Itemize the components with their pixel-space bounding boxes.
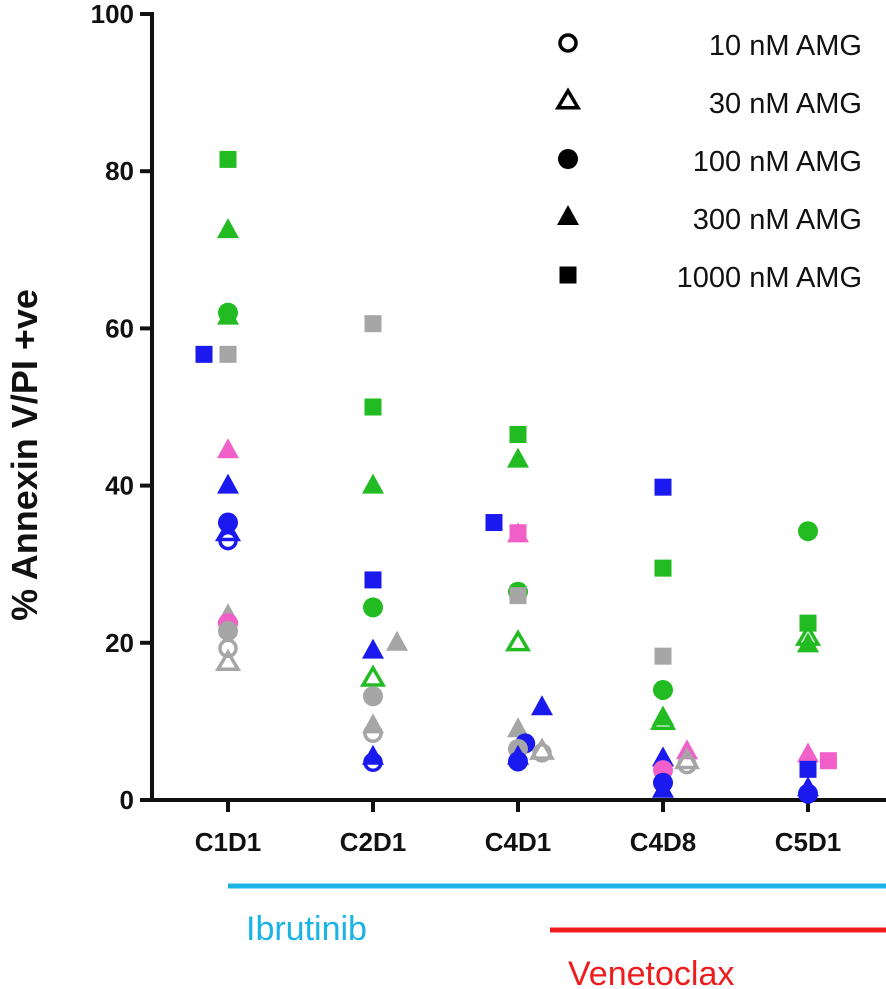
- data-point: [362, 473, 384, 494]
- legend-marker: [559, 266, 577, 284]
- data-point: [652, 746, 674, 767]
- legend-label: 100 nM AMG: [693, 146, 862, 178]
- data-point: [509, 426, 527, 444]
- data-point: [218, 530, 238, 551]
- data-point: [797, 742, 819, 763]
- x-tick-label: C1D1: [195, 827, 261, 857]
- data-point: [654, 647, 672, 665]
- data-point: [677, 754, 697, 775]
- data-point: [217, 473, 239, 494]
- data-point: [217, 218, 239, 239]
- data-point: [532, 743, 552, 763]
- data-point: [364, 398, 382, 416]
- data-point: [504, 629, 532, 652]
- data-point: [797, 632, 819, 653]
- legend-marker: [554, 87, 582, 110]
- legend-marker: [558, 33, 578, 53]
- y-tick-label: 0: [120, 785, 134, 815]
- legend-label: 30 nM AMG: [709, 88, 862, 120]
- data-point: [799, 760, 817, 778]
- data-point: [218, 638, 238, 659]
- legend: 10 nM AMG 30 nM AMG 100 nM AMG 300 nM AMG 10…: [554, 30, 862, 294]
- data-point: [363, 597, 383, 618]
- treatment-label: Ibrutinib: [246, 910, 367, 948]
- data-point: [359, 664, 387, 687]
- legend-label: 10 nM AMG: [709, 30, 862, 62]
- data-point: [219, 150, 237, 168]
- data-point: [218, 621, 238, 642]
- legend-label: 1000 nM AMG: [677, 262, 862, 294]
- data-point: [652, 777, 674, 798]
- x-tick-label: C5D1: [775, 827, 841, 857]
- data-point: [386, 630, 408, 651]
- data-point: [219, 345, 237, 363]
- y-tick-label: 100: [91, 0, 134, 29]
- y-tick-label: 80: [105, 156, 134, 186]
- data-point: [217, 304, 239, 325]
- data-point: [649, 707, 677, 730]
- data-point: [214, 519, 242, 542]
- data-point: [214, 648, 242, 671]
- data-point: [798, 521, 818, 542]
- data-point: [508, 751, 528, 772]
- y-axis-label: % Annexin V/PI +ve: [4, 289, 45, 621]
- x-tick-label: C4D8: [630, 827, 696, 857]
- treatment-label: Venetoclax: [568, 955, 734, 989]
- data-point: [507, 717, 529, 738]
- y-tick-label: 20: [105, 628, 134, 658]
- data-point: [654, 559, 672, 577]
- legend-marker: [557, 205, 579, 225]
- data-point: [653, 679, 673, 700]
- y-tick-label: 60: [105, 313, 134, 343]
- data-point: [364, 315, 382, 333]
- data-point: [507, 447, 529, 468]
- data-point: [654, 478, 672, 496]
- data-point: [364, 571, 382, 589]
- data-point: [363, 723, 383, 743]
- data-point: [362, 638, 384, 659]
- x-tick-label: C4D1: [485, 827, 551, 857]
- data-point: [819, 752, 837, 770]
- y-tick-label: 40: [105, 471, 134, 501]
- legend-label: 300 nM AMG: [693, 204, 862, 236]
- data-point: [528, 737, 556, 760]
- data-point: [217, 438, 239, 459]
- data-point: [507, 522, 529, 543]
- legend-marker: [558, 149, 578, 169]
- data-point: [485, 514, 503, 532]
- data-point: [798, 783, 818, 804]
- x-tick-label: C2D1: [340, 827, 406, 857]
- data-point: [531, 695, 553, 716]
- axes: 0 20 40 60 80 100 C1D1 C2D1 C4D1 C4D8 C5D1: [91, 0, 886, 857]
- treatment-bars: Ibrutinib Venetoclax: [228, 883, 886, 989]
- data-points: [195, 150, 837, 804]
- data-point: [363, 752, 383, 773]
- data-point: [799, 614, 817, 632]
- data-point: [195, 345, 213, 363]
- data-point: [509, 587, 527, 605]
- data-point: [363, 686, 383, 707]
